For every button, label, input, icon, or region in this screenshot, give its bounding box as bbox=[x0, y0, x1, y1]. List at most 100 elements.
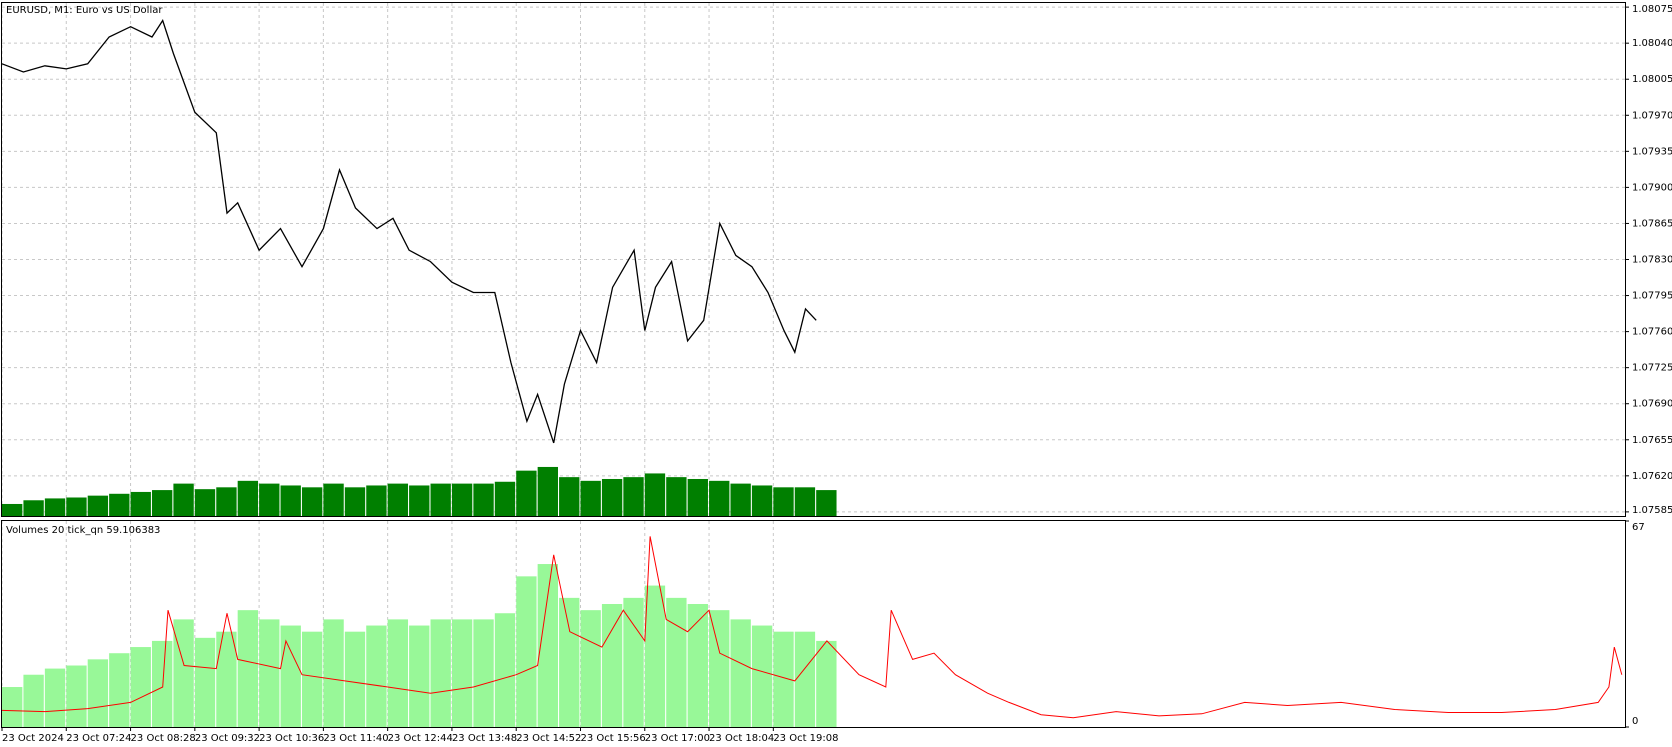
y-tick-label: 1.07760 bbox=[1632, 327, 1672, 338]
volume-bar bbox=[2, 687, 23, 727]
volume-bar bbox=[259, 483, 280, 516]
volume-bar bbox=[259, 619, 280, 727]
volume-bar bbox=[751, 625, 773, 727]
volume-bar bbox=[516, 470, 537, 516]
volume-bar bbox=[537, 466, 558, 516]
volume-bar bbox=[816, 640, 837, 727]
volume-bar bbox=[66, 497, 87, 516]
volume-bar bbox=[66, 665, 87, 727]
x-tick-label: 23 Oct 07:24 bbox=[66, 733, 131, 744]
volume-bar bbox=[644, 473, 666, 516]
volume-bar bbox=[216, 487, 237, 516]
volume-bar bbox=[237, 610, 259, 727]
volume-bar bbox=[687, 478, 708, 516]
y-tick-label: 1.07655 bbox=[1632, 435, 1672, 446]
volume-bar bbox=[601, 478, 623, 516]
volume-bar bbox=[87, 495, 109, 516]
volume-bar bbox=[280, 625, 301, 727]
volume-bar bbox=[194, 637, 216, 727]
volume-bar bbox=[559, 597, 580, 727]
x-tick-label: 23 Oct 19:08 bbox=[773, 733, 838, 744]
volume-bar bbox=[773, 487, 794, 516]
volume-bar bbox=[409, 625, 430, 727]
volume-bar bbox=[44, 498, 66, 516]
volume-bar bbox=[87, 659, 109, 727]
volume-bar bbox=[451, 619, 473, 727]
volume-bar bbox=[409, 485, 430, 516]
volume-bar bbox=[473, 483, 494, 516]
volume-bar bbox=[730, 619, 751, 727]
volume-bar bbox=[730, 483, 751, 516]
volume-bar bbox=[344, 487, 366, 516]
volume-bar bbox=[430, 483, 451, 516]
indicator-line bbox=[1, 536, 1623, 719]
volume-bar bbox=[451, 483, 473, 516]
y-tick-label: 1.07830 bbox=[1632, 255, 1672, 266]
volume-bar bbox=[580, 610, 601, 727]
volume-bar bbox=[344, 631, 366, 727]
x-tick-label: 23 Oct 13:48 bbox=[452, 733, 517, 744]
x-tick-label: 23 Oct 18:04 bbox=[709, 733, 774, 744]
volume-bar bbox=[23, 500, 44, 516]
volume-bar bbox=[366, 485, 387, 516]
volume-bar bbox=[666, 477, 687, 516]
volume-bar bbox=[280, 485, 301, 516]
price-line bbox=[1, 19, 817, 444]
volume-bar bbox=[601, 604, 623, 727]
y-tick-label: 1.07865 bbox=[1632, 218, 1672, 229]
volume-bar bbox=[751, 485, 773, 516]
y-tick-label: 1.08040 bbox=[1632, 38, 1672, 49]
y-tick-label: 0 bbox=[1632, 716, 1638, 727]
volume-bar bbox=[366, 625, 387, 727]
volume-bar bbox=[194, 489, 216, 516]
x-tick-label: 23 Oct 09:32 bbox=[195, 733, 260, 744]
volume-bar bbox=[709, 480, 730, 516]
volume-bar bbox=[709, 610, 730, 727]
volume-bar bbox=[216, 631, 237, 727]
y-tick-label: 1.07970 bbox=[1632, 110, 1672, 121]
volume-bar bbox=[2, 503, 23, 516]
volume-bar bbox=[559, 477, 580, 516]
volume-bar bbox=[387, 619, 409, 727]
volume-bar bbox=[537, 564, 558, 727]
y-tick-label: 1.07585 bbox=[1632, 505, 1672, 516]
volume-bar bbox=[237, 480, 259, 516]
volume-bar bbox=[151, 640, 173, 727]
volume-bar bbox=[173, 619, 194, 727]
volume-bar bbox=[773, 631, 794, 727]
x-tick-label: 23 Oct 10:36 bbox=[259, 733, 324, 744]
volume-bar bbox=[430, 619, 451, 727]
y-tick-label: 1.08075 bbox=[1632, 4, 1672, 15]
y-tick-label: 67 bbox=[1632, 522, 1645, 533]
volume-bar bbox=[387, 483, 409, 516]
y-tick-label: 1.07725 bbox=[1632, 363, 1672, 374]
volume-bar bbox=[473, 619, 494, 727]
y-tick-label: 1.08005 bbox=[1632, 74, 1672, 85]
chart-title: EURUSD, M1: Euro vs US Dollar bbox=[6, 5, 163, 16]
volume-bar bbox=[516, 576, 537, 727]
x-tick-label: 23 Oct 11:40 bbox=[323, 733, 388, 744]
volume-bar bbox=[494, 613, 516, 727]
indicator-title: Volumes 20 tick_qn 59.106383 bbox=[6, 525, 160, 536]
volume-bar bbox=[130, 647, 151, 727]
y-tick-label: 1.07935 bbox=[1632, 146, 1672, 157]
x-tick-label: 23 Oct 12:44 bbox=[388, 733, 453, 744]
volume-bar bbox=[816, 490, 837, 516]
volume-bar bbox=[580, 480, 601, 516]
volume-bar bbox=[687, 604, 708, 727]
volume-bar bbox=[301, 631, 323, 727]
volume-bar bbox=[323, 619, 344, 727]
volume-bar bbox=[173, 483, 194, 516]
volume-bar bbox=[151, 490, 173, 516]
volume-bar bbox=[323, 483, 344, 516]
x-tick-label: 23 Oct 15:56 bbox=[580, 733, 645, 744]
y-tick-label: 1.07900 bbox=[1632, 182, 1672, 193]
volume-bar bbox=[109, 493, 130, 516]
indicator-pane-frame bbox=[1, 520, 1626, 728]
volume-bar bbox=[644, 585, 666, 727]
volume-bar bbox=[623, 477, 644, 516]
x-tick-label: 23 Oct 17:00 bbox=[645, 733, 710, 744]
volume-bar bbox=[23, 674, 44, 727]
x-tick-label: 23 Oct 2024 bbox=[2, 733, 64, 744]
